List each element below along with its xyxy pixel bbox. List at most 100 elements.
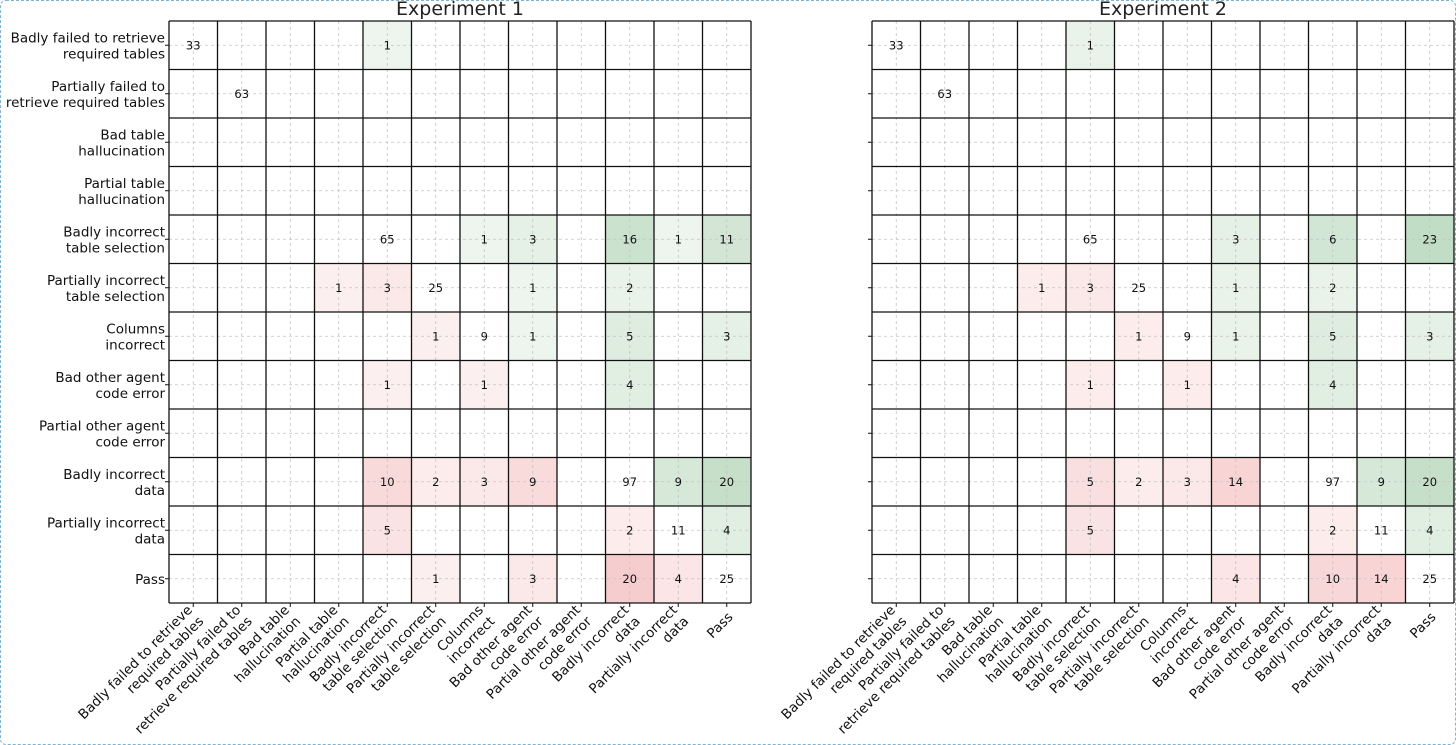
y-tick-label: Partial other agent code error bbox=[39, 418, 165, 450]
cell-value: 2 bbox=[626, 281, 633, 295]
cell-value: 10 bbox=[1325, 572, 1340, 586]
chart-title: Experiment 2 bbox=[1099, 0, 1227, 20]
cell-value: 1 bbox=[481, 232, 488, 246]
cell-value: 5 bbox=[384, 523, 391, 537]
cell-value: 1 bbox=[335, 281, 342, 295]
cell-value: 3 bbox=[1232, 232, 1239, 246]
cell-value: 9 bbox=[481, 329, 488, 343]
cell-value: 2 bbox=[626, 523, 633, 537]
cell-value: 11 bbox=[1374, 523, 1389, 537]
y-tick-label: Badly failed to retrieve required tables bbox=[11, 30, 165, 62]
cell-value: 20 bbox=[719, 475, 734, 489]
cell-value: 1 bbox=[529, 329, 536, 343]
cell-value: 1 bbox=[1232, 329, 1239, 343]
cell-value: 4 bbox=[1426, 523, 1433, 537]
cell-value: 1 bbox=[1184, 378, 1191, 392]
cell-value: 4 bbox=[1232, 572, 1239, 586]
cell-value: 1 bbox=[1038, 281, 1045, 295]
cell-value: 4 bbox=[675, 572, 682, 586]
heatmap-cell bbox=[605, 409, 654, 458]
y-tick-label: Badly incorrect data bbox=[63, 467, 165, 499]
cell-value: 1 bbox=[432, 329, 439, 343]
cell-value: 1 bbox=[481, 378, 488, 392]
cell-value: 1 bbox=[432, 572, 439, 586]
cell-value: 2 bbox=[432, 475, 439, 489]
cell-value: 5 bbox=[626, 329, 633, 343]
cell-value: 1 bbox=[1087, 38, 1094, 52]
cell-value: 97 bbox=[1325, 475, 1340, 489]
cell-value: 20 bbox=[1422, 475, 1437, 489]
cell-value: 3 bbox=[384, 281, 391, 295]
cell-value: 3 bbox=[1184, 475, 1191, 489]
cell-value: 9 bbox=[1378, 475, 1385, 489]
y-tick-label: Partial table hallucination bbox=[78, 176, 165, 208]
cell-value: 3 bbox=[723, 329, 730, 343]
y-tick-label: Partially incorrect table selection bbox=[47, 273, 165, 305]
cell-value: 33 bbox=[889, 38, 904, 52]
cell-value: 3 bbox=[529, 232, 536, 246]
y-tick-label: Partially failed to retrieve required tab… bbox=[6, 79, 165, 111]
heatmap-cell bbox=[1260, 457, 1309, 506]
cell-value: 10 bbox=[380, 475, 395, 489]
cell-value: 5 bbox=[1087, 523, 1094, 537]
cell-value: 4 bbox=[723, 523, 730, 537]
cell-value: 2 bbox=[1329, 281, 1336, 295]
cell-value: 1 bbox=[384, 378, 391, 392]
cell-value: 65 bbox=[380, 232, 395, 246]
cell-value: 2 bbox=[1135, 475, 1142, 489]
cell-value: 4 bbox=[626, 378, 633, 392]
cell-value: 2 bbox=[1329, 523, 1336, 537]
heatmap-cell bbox=[557, 457, 606, 506]
cell-value: 25 bbox=[719, 572, 734, 586]
x-tick-label: Pass bbox=[704, 609, 736, 641]
cell-value: 11 bbox=[719, 232, 734, 246]
cell-value: 3 bbox=[1087, 281, 1094, 295]
cell-value: 11 bbox=[671, 523, 686, 537]
cell-value: 1 bbox=[1135, 329, 1142, 343]
cell-value: 14 bbox=[1374, 572, 1389, 586]
x-tick-label: Partially incorrectdata bbox=[586, 602, 692, 708]
y-tick-label: Bad table hallucination bbox=[78, 127, 165, 159]
cell-value: 5 bbox=[1087, 475, 1094, 489]
cell-value: 63 bbox=[937, 87, 952, 101]
heatmap-cell bbox=[557, 409, 606, 458]
cell-value: 9 bbox=[675, 475, 682, 489]
cell-value: 4 bbox=[1329, 378, 1336, 392]
cell-value: 65 bbox=[1083, 232, 1098, 246]
cell-value: 1 bbox=[1232, 281, 1239, 295]
cell-value: 9 bbox=[1184, 329, 1191, 343]
cell-value: 1 bbox=[1087, 378, 1094, 392]
cell-value: 25 bbox=[1131, 281, 1146, 295]
cell-value: 3 bbox=[1426, 329, 1433, 343]
heatmap-cell bbox=[1308, 409, 1357, 458]
cell-value: 5 bbox=[1329, 329, 1336, 343]
chart-title: Experiment 1 bbox=[396, 0, 524, 20]
cell-value: 16 bbox=[622, 232, 637, 246]
cell-value: 33 bbox=[186, 38, 201, 52]
heatmap-cell bbox=[1260, 409, 1309, 458]
cell-value: 23 bbox=[1422, 232, 1437, 246]
cell-value: 1 bbox=[529, 281, 536, 295]
cell-value: 20 bbox=[622, 572, 637, 586]
cell-value: 63 bbox=[234, 87, 249, 101]
cell-value: 1 bbox=[675, 232, 682, 246]
y-tick-label: Pass bbox=[135, 572, 165, 588]
cell-value: 1 bbox=[384, 38, 391, 52]
cell-value: 97 bbox=[622, 475, 637, 489]
y-tick-label: Badly incorrect table selection bbox=[63, 224, 165, 256]
cell-value: 25 bbox=[428, 281, 443, 295]
cell-value: 14 bbox=[1228, 475, 1243, 489]
y-tick-label: Partially incorrect data bbox=[47, 515, 165, 547]
cell-value: 3 bbox=[529, 572, 536, 586]
y-tick-label: Columns incorrect bbox=[105, 321, 165, 353]
cell-value: 6 bbox=[1329, 232, 1336, 246]
y-tick-label: Bad other agent code error bbox=[55, 370, 165, 402]
x-tick-label: Partially incorrectdata bbox=[1289, 602, 1395, 708]
cell-value: 25 bbox=[1422, 572, 1437, 586]
cell-value: 9 bbox=[529, 475, 536, 489]
x-tick-label: Pass bbox=[1407, 609, 1439, 641]
cell-value: 3 bbox=[481, 475, 488, 489]
